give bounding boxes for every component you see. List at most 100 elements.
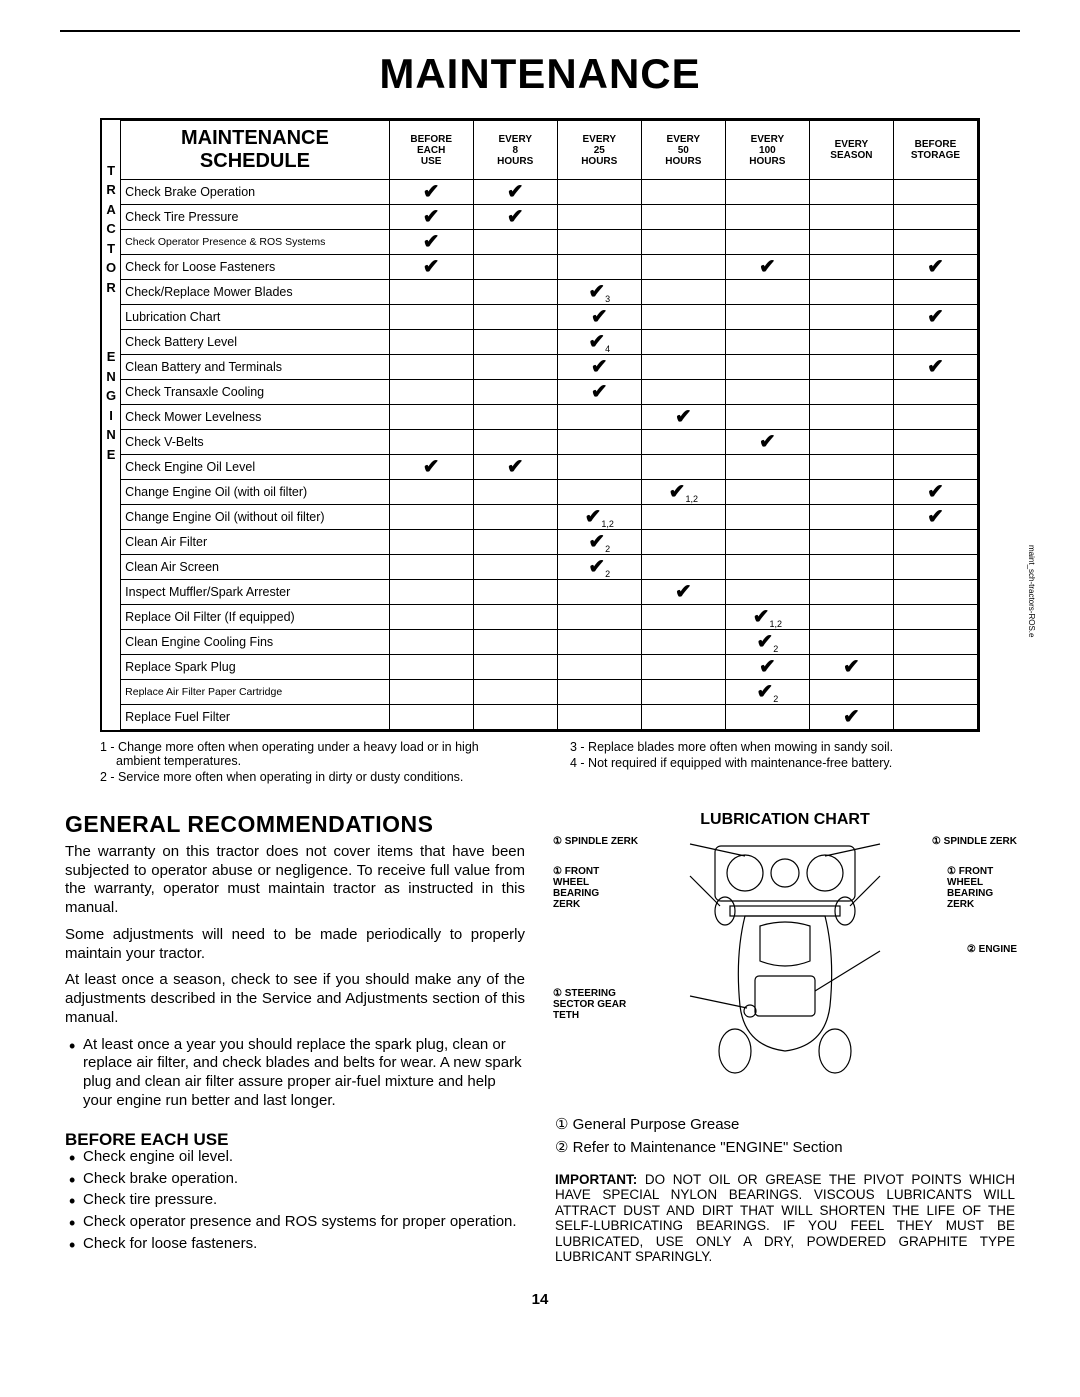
task-cell: Check Battery Level — [121, 330, 389, 355]
mark-cell — [389, 355, 473, 380]
mark-cell — [641, 230, 725, 255]
mark-cell — [725, 280, 809, 305]
before-item: Check tire pressure. — [83, 1191, 525, 1210]
maintenance-schedule: TRACTORENGINEMAINTENANCESCHEDULEBEFOREEA… — [100, 118, 980, 732]
mark-cell — [473, 680, 557, 705]
schedule-table: TRACTORENGINEMAINTENANCESCHEDULEBEFOREEA… — [102, 120, 978, 730]
mark-cell — [473, 605, 557, 630]
mark-cell: ✔ — [389, 455, 473, 480]
mark-cell — [893, 555, 977, 580]
mark-cell — [557, 255, 641, 280]
legend-2: ② Refer to Maintenance "ENGINE" Section — [555, 1139, 1015, 1158]
mark-cell — [389, 380, 473, 405]
mark-cell: ✔ — [389, 255, 473, 280]
left-column: GENERAL RECOMMENDATIONS The warranty on … — [65, 810, 525, 1265]
task-cell: Inspect Muffler/Spark Arrester — [121, 580, 389, 605]
mark-cell — [473, 430, 557, 455]
mark-cell — [809, 405, 893, 430]
mark-cell: ✔ — [389, 205, 473, 230]
before-heading: BEFORE EACH USE — [65, 1129, 525, 1150]
task-cell: Replace Spark Plug — [121, 655, 389, 680]
mark-cell — [893, 205, 977, 230]
task-cell: Change Engine Oil (with oil filter) — [121, 480, 389, 505]
mark-cell — [389, 505, 473, 530]
before-list: Check engine oil level. Check brake opera… — [65, 1148, 525, 1254]
mark-cell — [809, 505, 893, 530]
task-cell: Clean Air Filter — [121, 530, 389, 555]
mark-cell — [809, 605, 893, 630]
footnote: 1 - Change more often when operating und… — [100, 740, 510, 768]
mark-cell: ✔ — [473, 455, 557, 480]
mark-cell — [725, 180, 809, 205]
mark-cell: ✔ — [893, 505, 977, 530]
mark-cell — [809, 580, 893, 605]
mark-cell — [725, 405, 809, 430]
mark-cell — [725, 480, 809, 505]
footnotes: 1 - Change more often when operating und… — [100, 740, 980, 786]
mark-cell — [725, 580, 809, 605]
mark-cell — [725, 330, 809, 355]
task-cell: Check Mower Levelness — [121, 405, 389, 430]
mark-cell — [809, 255, 893, 280]
mark-cell — [641, 705, 725, 730]
mark-cell — [725, 230, 809, 255]
mark-cell — [809, 480, 893, 505]
mark-cell — [473, 280, 557, 305]
mark-cell — [641, 555, 725, 580]
mark-cell — [557, 455, 641, 480]
task-cell: Clean Engine Cooling Fins — [121, 630, 389, 655]
before-item: Check engine oil level. — [83, 1148, 525, 1167]
label-spindle-l: ① SPINDLE ZERK — [553, 836, 638, 847]
mark-cell — [725, 205, 809, 230]
mark-cell — [809, 180, 893, 205]
mark-cell — [389, 630, 473, 655]
mark-cell — [893, 230, 977, 255]
mark-cell — [641, 205, 725, 230]
mark-cell — [389, 655, 473, 680]
label-front-r: ① FRONT WHEEL BEARING ZERK — [947, 866, 1017, 910]
mark-cell — [725, 705, 809, 730]
mark-cell: ✔1,2 — [641, 480, 725, 505]
right-column: LUBRICATION CHART — [555, 810, 1015, 1265]
task-cell: Check Operator Presence & ROS Systems — [121, 230, 389, 255]
mark-cell — [641, 180, 725, 205]
mark-cell — [641, 355, 725, 380]
mark-cell — [893, 280, 977, 305]
mark-cell — [641, 530, 725, 555]
label-spindle-r: ① SPINDLE ZERK — [932, 836, 1017, 847]
mark-cell — [389, 480, 473, 505]
mark-cell: ✔ — [389, 180, 473, 205]
label-steering: ① STEERING SECTOR GEAR TETH — [553, 988, 643, 1021]
legend-1: ① General Purpose Grease — [555, 1116, 1015, 1135]
mark-cell — [893, 405, 977, 430]
mark-cell: ✔ — [893, 480, 977, 505]
task-cell: Clean Air Screen — [121, 555, 389, 580]
mark-cell — [809, 280, 893, 305]
mark-cell — [893, 680, 977, 705]
mark-cell: ✔1,2 — [725, 605, 809, 630]
mark-cell — [809, 430, 893, 455]
lubrication-legend: ① General Purpose Grease ② Refer to Main… — [555, 1116, 1015, 1158]
mark-cell — [557, 180, 641, 205]
mark-cell: ✔ — [725, 255, 809, 280]
mark-cell — [557, 680, 641, 705]
mark-cell: ✔ — [809, 705, 893, 730]
mark-cell — [893, 380, 977, 405]
mark-cell: ✔ — [893, 355, 977, 380]
important-note: IMPORTANT: DO NOT OIL OR GREASE THE PIVO… — [555, 1172, 1015, 1265]
mark-cell — [641, 605, 725, 630]
mark-cell — [557, 705, 641, 730]
before-item: Check brake operation. — [83, 1170, 525, 1189]
label-front-l: ① FRONT WHEEL BEARING ZERK — [553, 866, 623, 910]
mark-cell — [557, 580, 641, 605]
mark-cell — [893, 180, 977, 205]
mark-cell — [725, 455, 809, 480]
mark-cell — [557, 405, 641, 430]
mark-cell — [809, 380, 893, 405]
mark-cell — [557, 430, 641, 455]
general-p3: At least once a season, check to see if … — [65, 971, 525, 1027]
mark-cell — [809, 205, 893, 230]
mark-cell — [389, 430, 473, 455]
mark-cell — [809, 455, 893, 480]
mark-cell — [473, 380, 557, 405]
